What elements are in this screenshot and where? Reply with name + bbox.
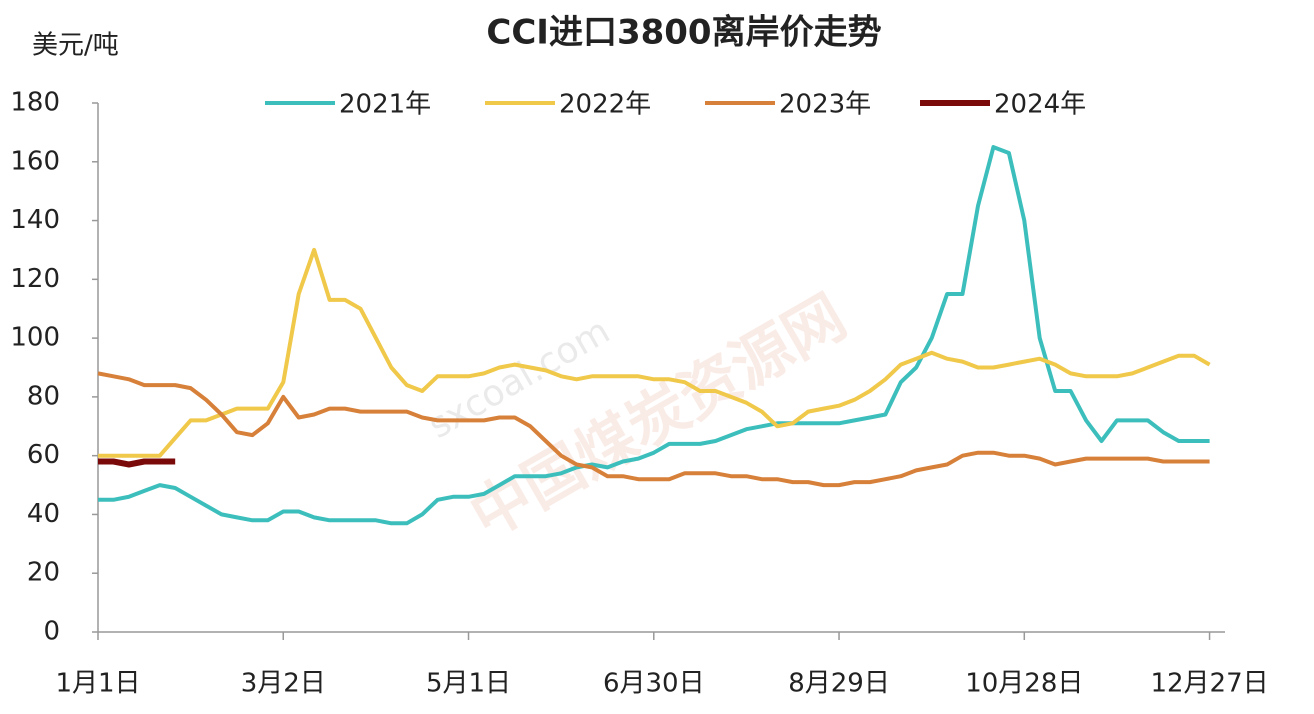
y-axis-label: 美元/吨	[32, 31, 119, 61]
chart-title: CCI进口3800离岸价走势	[486, 13, 881, 53]
y-tick-label: 20	[27, 558, 60, 588]
legend-label: 2024年	[994, 90, 1086, 120]
x-tick-label: 8月29日	[788, 669, 890, 699]
y-tick-label: 80	[27, 381, 60, 411]
y-tick-label: 40	[27, 499, 60, 529]
x-tick-label: 5月1日	[426, 669, 511, 699]
x-tick-label: 10月28日	[965, 669, 1083, 699]
x-tick-label: 1月1日	[55, 669, 140, 699]
legend-label: 2023年	[779, 90, 871, 120]
series-line	[98, 247, 1211, 458]
y-tick-label: 100	[10, 323, 60, 353]
series-line	[98, 145, 1210, 526]
legend-label: 2022年	[559, 90, 651, 120]
y-tick-label: 180	[10, 88, 60, 118]
y-tick-label: 60	[27, 440, 60, 470]
y-tick-label: 0	[43, 617, 60, 647]
legend-label: 2021年	[339, 90, 431, 120]
x-tick-label: 3月2日	[241, 669, 326, 699]
y-tick-label: 120	[10, 264, 60, 294]
series-line	[97, 371, 1210, 488]
y-tick-label: 140	[10, 205, 60, 235]
x-tick-label: 12月27日	[1150, 669, 1268, 699]
x-tick-label: 6月30日	[603, 669, 705, 699]
series-line	[98, 458, 176, 468]
y-tick-label: 160	[10, 146, 60, 176]
